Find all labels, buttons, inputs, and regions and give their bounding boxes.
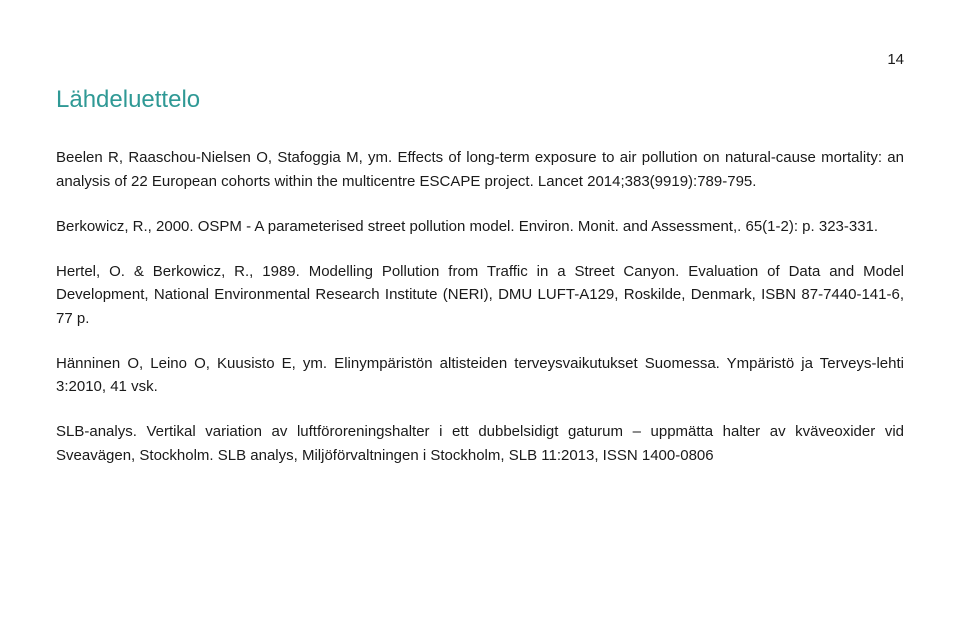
reference-entry: Hänninen O, Leino O, Kuusisto E, ym. Eli… (56, 352, 904, 399)
reference-entry: Hertel, O. & Berkowicz, R., 1989. Modell… (56, 260, 904, 330)
reference-entry: Beelen R, Raaschou-Nielsen O, Stafoggia … (56, 146, 904, 193)
reference-entry: SLB-analys. Vertikal variation av luftfö… (56, 420, 904, 467)
reference-entry: Berkowicz, R., 2000. OSPM - A parameteri… (56, 215, 904, 238)
page-number: 14 (56, 48, 904, 71)
section-heading: Lähdeluettelo (56, 81, 904, 118)
